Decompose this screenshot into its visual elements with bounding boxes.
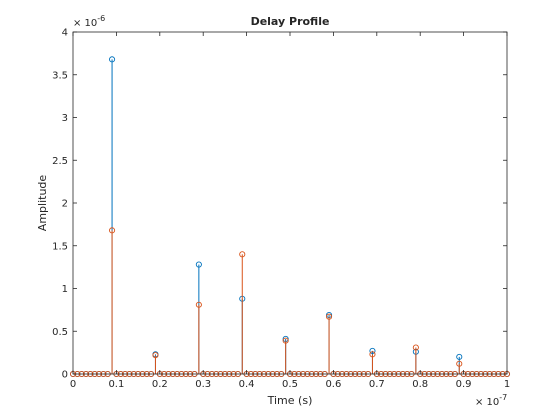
stem-marker bbox=[456, 353, 463, 360]
stem-marker bbox=[195, 261, 202, 268]
plot-area bbox=[73, 32, 507, 374]
y-axis-label: Amplitude bbox=[36, 175, 49, 232]
stem-marker bbox=[369, 351, 376, 358]
y-tick-label: 3.5 bbox=[52, 70, 68, 81]
stem-marker bbox=[109, 56, 116, 63]
stem-marker bbox=[326, 313, 333, 320]
x-tick-label: 0.7 bbox=[369, 379, 385, 390]
x-tick-label: 0 bbox=[70, 379, 76, 390]
x-exponent-label: × 10-7 bbox=[475, 393, 507, 408]
axes-layer: 0 0.1 0.2 0.3 0.4 0.5 0.6 0.7 0.8 0.9 1 0 0.5 1 1.5 2 2.… bbox=[52, 28, 510, 391]
stem-marker bbox=[239, 251, 246, 258]
x-tick-label: 1 bbox=[504, 379, 510, 390]
stem-marker bbox=[282, 337, 289, 344]
x-tick-label: 0.9 bbox=[456, 379, 472, 390]
x-tick-label: 0.1 bbox=[108, 379, 124, 390]
x-tick-label: 0.8 bbox=[412, 379, 428, 390]
y-tick-label: 1.5 bbox=[52, 241, 68, 252]
x-tick-label: 0.4 bbox=[239, 379, 255, 390]
svg-text:× 10-7: × 10-7 bbox=[475, 393, 507, 408]
stem-marker bbox=[456, 360, 463, 367]
stem-marker bbox=[152, 352, 159, 359]
stem-marker bbox=[412, 344, 419, 351]
stem-marker bbox=[109, 227, 116, 234]
y-tick-label: 0 bbox=[62, 370, 68, 381]
x-tick-label: 0.3 bbox=[195, 379, 211, 390]
x-tick-label: 0.6 bbox=[325, 379, 341, 390]
x-axis-label: Time (s) bbox=[267, 394, 313, 407]
stem-marker bbox=[369, 347, 376, 354]
y-exponent-label: × 10-6 bbox=[73, 14, 105, 29]
x-exponent-power: -7 bbox=[499, 393, 507, 402]
x-tick-label: 0.5 bbox=[282, 379, 298, 390]
y-tick-label: 2 bbox=[62, 199, 68, 210]
y-tick-label: 3 bbox=[62, 113, 68, 124]
x-tick-label: 0.2 bbox=[152, 379, 168, 390]
y-tick-label: 4 bbox=[62, 28, 68, 39]
stem-marker bbox=[195, 301, 202, 308]
y-tick-label: 0.5 bbox=[52, 327, 68, 338]
svg-text:× 10-6: × 10-6 bbox=[73, 14, 105, 29]
y-exponent-base: × 10 bbox=[73, 18, 97, 29]
x-exponent-base: × 10 bbox=[475, 397, 499, 408]
y-tick-label: 2.5 bbox=[52, 156, 68, 167]
y-exponent-power: -6 bbox=[97, 14, 105, 23]
chart-title: Delay Profile bbox=[251, 15, 330, 28]
y-tick-label: 1 bbox=[62, 284, 68, 295]
